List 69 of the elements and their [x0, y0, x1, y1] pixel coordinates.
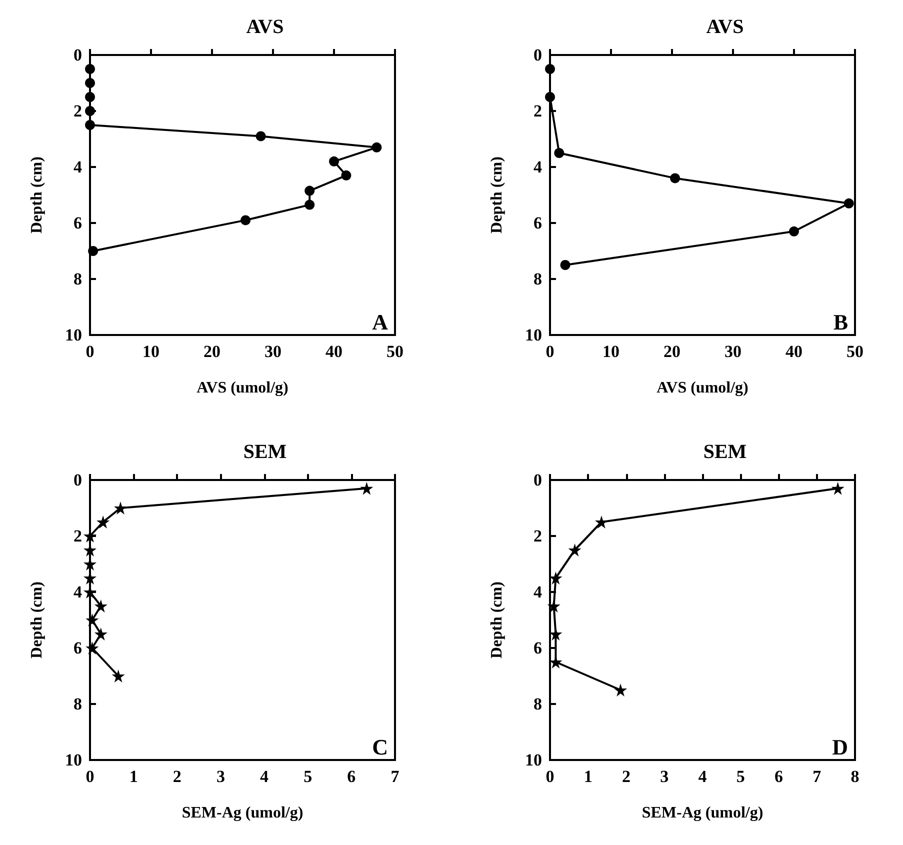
y-tick-label: 10	[525, 750, 542, 770]
x-tick-label: 1	[129, 767, 138, 786]
x-tick-label: 5	[736, 767, 745, 786]
x-tick-label: 10	[602, 342, 620, 361]
y-tick-label: 6	[74, 638, 82, 658]
annotation: D	[832, 734, 848, 760]
y-tick-label: 0	[74, 46, 82, 64]
x-tick-label: 1	[584, 767, 592, 786]
y-tick-label: 0	[74, 470, 82, 490]
y-tick-label: 2	[534, 102, 542, 120]
x-tick-label: 30	[724, 342, 742, 361]
y-axis-title: Depth (cm)	[28, 582, 46, 658]
y-tick-label: 4	[534, 582, 542, 602]
y-axis-title: Depth (cm)	[28, 156, 46, 234]
x-axis-title: SEM-Ag (umol/g)	[182, 804, 304, 822]
annotation: C	[372, 734, 388, 760]
x-tick-label: 50	[386, 342, 404, 361]
y-tick-label: 8	[534, 270, 542, 288]
annotation: A	[372, 310, 388, 334]
x-tick-label: 0	[86, 342, 94, 361]
x-tick-label: 4	[698, 767, 708, 786]
y-tick-label: 0	[534, 46, 542, 64]
y-tick-label: 4	[74, 582, 82, 602]
y-tick-label: 2	[74, 526, 82, 546]
x-tick-label: 0	[546, 767, 554, 786]
y-axis-title: Depth (cm)	[488, 156, 506, 234]
x-tick-label: 7	[390, 767, 400, 786]
x-tick-label: 40	[786, 342, 802, 361]
y-tick-label: 8	[74, 270, 82, 288]
y-tick-label: 6	[74, 214, 82, 232]
x-tick-label: 20	[204, 342, 220, 361]
x-tick-label: 8	[850, 767, 860, 786]
chart-title: SEM	[243, 441, 287, 463]
y-tick-label: 6	[534, 214, 542, 232]
x-tick-label: 0	[86, 767, 94, 786]
x-tick-label: 0	[546, 342, 554, 361]
x-tick-label: 10	[142, 342, 160, 361]
x-tick-label: 50	[846, 342, 864, 361]
x-axis-title: SEM-Ag (umol/g)	[642, 804, 764, 822]
x-axis-title: AVS (umol/g)	[656, 380, 748, 396]
x-tick-label: 6	[347, 767, 356, 786]
chart-title: SEM	[703, 441, 747, 463]
x-tick-label: 20	[664, 342, 680, 361]
x-tick-label: 2	[172, 767, 182, 786]
y-tick-label: 10	[525, 326, 542, 344]
x-tick-label: 2	[622, 767, 630, 786]
x-tick-label: 30	[264, 342, 282, 361]
x-tick-label: 6	[774, 767, 783, 786]
y-tick-label: 4	[74, 158, 82, 176]
y-tick-label: 2	[74, 102, 82, 120]
y-tick-label: 10	[65, 750, 82, 770]
y-tick-label: 2	[534, 526, 542, 546]
x-tick-label: 3	[660, 767, 669, 786]
y-tick-label: 4	[534, 158, 542, 176]
y-axis-title: Depth (cm)	[488, 582, 506, 658]
x-tick-label: 4	[260, 767, 270, 786]
y-tick-label: 8	[534, 694, 542, 714]
y-tick-label: 10	[65, 326, 82, 344]
annotation: B	[833, 310, 848, 334]
x-axis-title: AVS (umol/g)	[196, 380, 288, 396]
x-tick-label: 3	[216, 767, 225, 786]
y-tick-label: 0	[534, 470, 542, 490]
chart-title: AVS	[706, 16, 744, 38]
y-tick-label: 6	[534, 638, 542, 658]
y-tick-label: 8	[74, 694, 82, 714]
x-tick-label: 40	[326, 342, 342, 361]
x-tick-label: 7	[812, 767, 822, 786]
chart-title: AVS	[246, 16, 284, 38]
x-tick-label: 5	[304, 767, 312, 786]
